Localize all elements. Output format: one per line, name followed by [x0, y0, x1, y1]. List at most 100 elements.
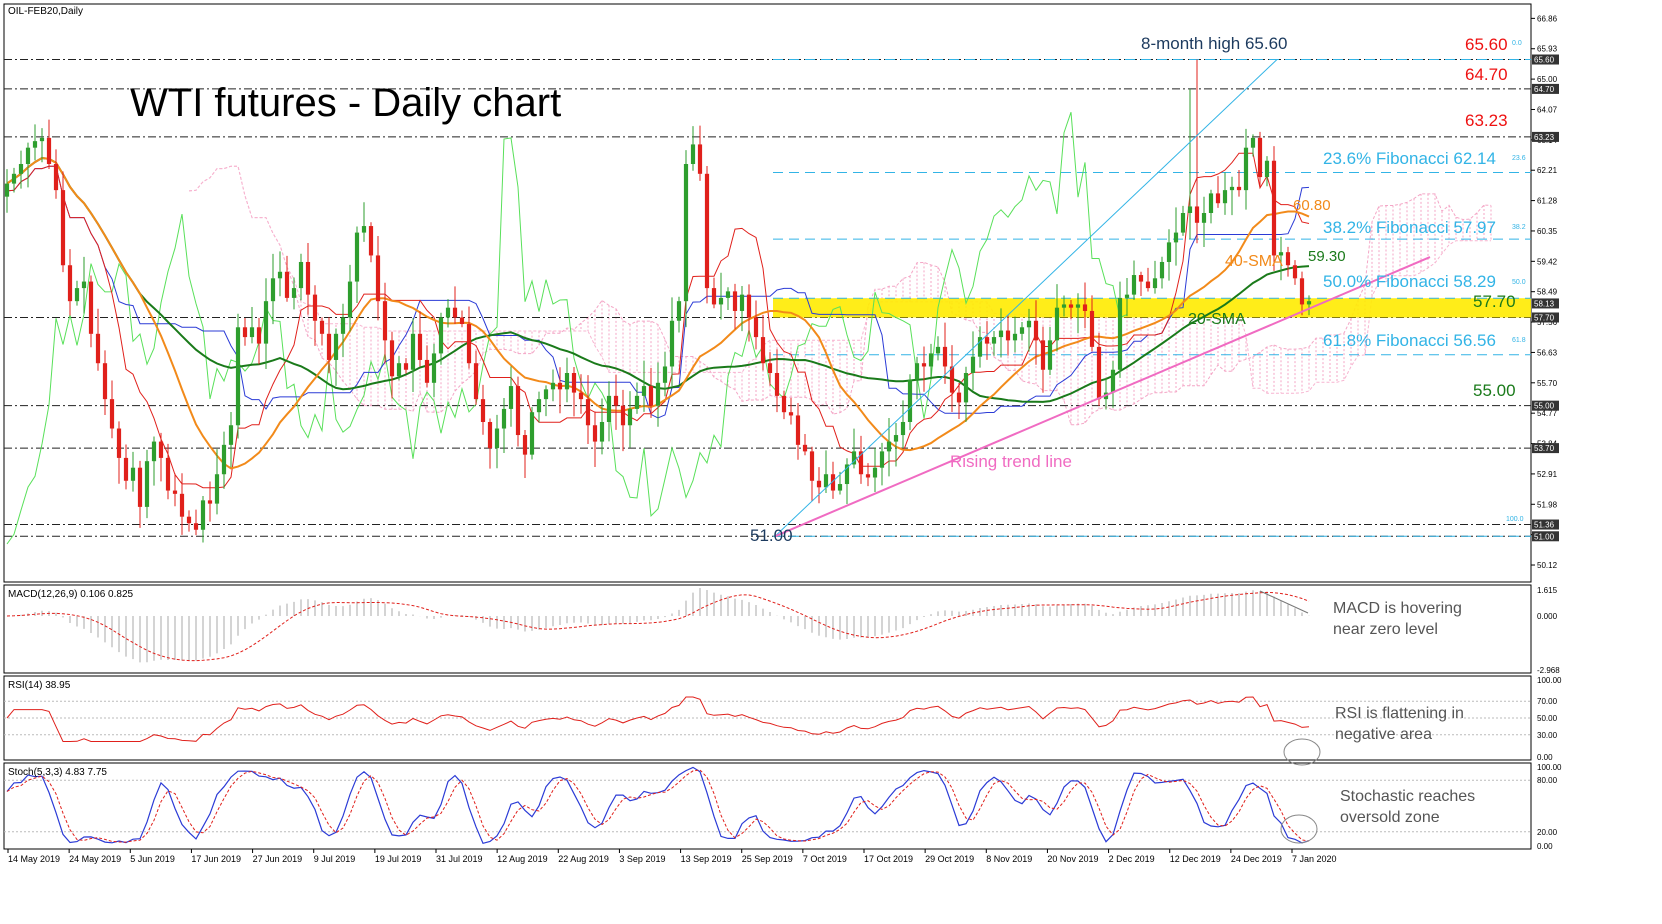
price-tag-label: 51.00	[1534, 532, 1555, 541]
candle-body	[886, 441, 892, 452]
candle-body	[634, 395, 640, 409]
date-tick-label: 31 Jul 2019	[436, 854, 483, 864]
candle-body	[774, 373, 780, 396]
candle-body	[417, 333, 423, 360]
candle-body	[158, 441, 164, 458]
rsi-label: RSI(14) 38.95	[8, 680, 71, 691]
candle-body	[1040, 340, 1046, 370]
date-tick-label: 27 Jun 2019	[253, 854, 303, 864]
price-tag-label: 65.60	[1534, 56, 1555, 65]
candle-body	[921, 363, 927, 367]
candle-body	[354, 232, 360, 282]
candle-body	[823, 474, 829, 488]
candle-body	[998, 330, 1004, 338]
candle-body	[137, 467, 143, 507]
candle-body	[291, 288, 297, 298]
candle-body	[991, 337, 997, 344]
candle-body	[207, 500, 213, 504]
stoch-tick-label: 20.00	[1537, 828, 1558, 837]
macd-label: MACD(12,26,9) 0.106 0.825	[8, 589, 134, 600]
candle-body	[165, 457, 171, 491]
sma40-label: 40-SMA	[1225, 253, 1283, 270]
fib-61-label: 61.8% Fibonacci 56.56	[1323, 331, 1496, 350]
candle-body	[18, 164, 24, 174]
candle-body	[1075, 304, 1081, 308]
candle-body	[368, 226, 374, 256]
candle-body	[95, 333, 101, 364]
level-64-70-label: 64.70	[1465, 65, 1508, 84]
candle-body	[809, 451, 815, 481]
candle-body	[235, 327, 241, 426]
candle-body	[144, 461, 150, 507]
candle-body	[109, 399, 115, 429]
candle-body	[613, 395, 619, 406]
date-tick-label: 7 Oct 2019	[803, 854, 847, 864]
candle-body	[74, 288, 80, 302]
candle-body	[4, 183, 10, 197]
sma20-label: 20-SMA	[1188, 311, 1246, 328]
price-tag-label: 55.00	[1534, 402, 1555, 411]
candle-body	[550, 382, 556, 390]
sma20-value-label: 59.30	[1308, 248, 1346, 265]
date-tick-label: 2 Dec 2019	[1109, 854, 1155, 864]
candle-body	[1187, 206, 1193, 213]
candle-body	[221, 444, 227, 475]
candle-body	[116, 428, 122, 458]
candle-body	[1159, 261, 1165, 279]
price-tick-label: 66.86	[1537, 14, 1558, 23]
candle-body	[249, 327, 255, 338]
candle-body	[1089, 310, 1095, 347]
candle-body	[746, 294, 752, 318]
rsi-tick-label: 70.00	[1537, 697, 1558, 706]
candle-body	[396, 363, 402, 377]
candle-body	[445, 307, 451, 318]
candle-body	[592, 425, 598, 442]
price-tick-label: 56.63	[1537, 348, 1558, 357]
candle-body	[914, 363, 920, 380]
candle-body	[795, 415, 801, 445]
candle-body	[725, 291, 731, 298]
level-55-label: 55.00	[1473, 381, 1516, 400]
candle-body	[1173, 232, 1179, 243]
candle-body	[53, 164, 59, 191]
level-63-23-label: 63.23	[1465, 111, 1508, 130]
date-tick-label: 24 Dec 2019	[1231, 854, 1282, 864]
fib-bottom-tag: 100.0	[1506, 516, 1524, 523]
candle-body	[767, 363, 773, 374]
candle-body	[256, 327, 262, 344]
candle-body	[648, 386, 654, 406]
candle-body	[935, 346, 941, 354]
senkou-span-a	[188, 165, 1492, 426]
candle-body	[228, 425, 234, 445]
fib-swing-line	[774, 59, 1278, 537]
candle-body	[781, 395, 787, 413]
rsi-tick-label: 50.00	[1537, 714, 1558, 723]
price-tick-label: 59.42	[1537, 257, 1558, 266]
stoch-label: Stoch(5,3,3) 4.83 7.75	[8, 767, 107, 778]
price-tag-label: 51.36	[1534, 521, 1555, 530]
price-tag-label: 63.23	[1534, 133, 1555, 142]
candle-body	[1271, 160, 1277, 256]
candle-body	[319, 320, 325, 334]
price-tag-box	[1532, 531, 1559, 542]
candle-body	[557, 382, 563, 390]
candle-body	[298, 261, 304, 289]
fib-50-tag: 50.0	[1512, 279, 1526, 286]
level-57-70-label: 57.70	[1473, 292, 1516, 311]
candle-body	[1082, 304, 1088, 311]
candle-body	[130, 467, 136, 481]
candle-body	[438, 317, 444, 354]
candle-body	[172, 490, 178, 494]
candle-body	[466, 324, 472, 364]
rsi-note-2: negative area	[1335, 726, 1432, 743]
candle-body	[1131, 275, 1137, 295]
macd-signal-line	[6, 591, 1310, 662]
candle-body	[242, 327, 248, 338]
candle-body	[571, 373, 577, 393]
macd-note-2: near zero level	[1333, 621, 1438, 638]
high-annotation: 8-month high 65.60	[1141, 34, 1288, 53]
candle-body	[1012, 333, 1018, 341]
candle-body	[984, 337, 990, 344]
date-tick-label: 9 Jul 2019	[314, 854, 356, 864]
candle-body	[151, 441, 157, 462]
